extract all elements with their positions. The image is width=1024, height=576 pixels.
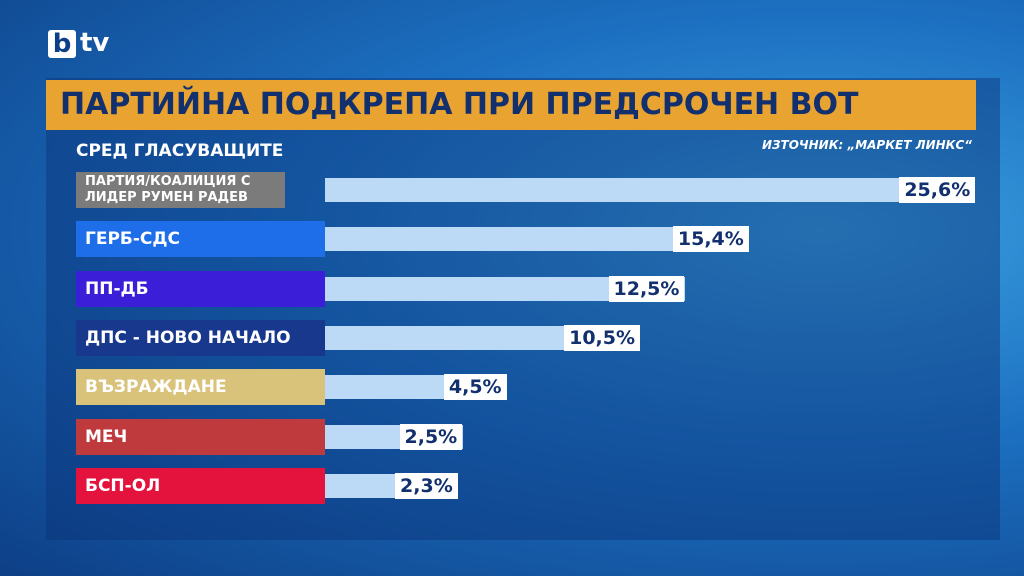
category-label: ПП-ДБ bbox=[76, 270, 325, 307]
category-label: ПАРТИЯ/КОАЛИЦИЯ С ЛИДЕР РУМЕН РАДЕВ bbox=[76, 172, 285, 208]
value-label: 12,5% bbox=[608, 275, 685, 302]
logo-text: tv bbox=[80, 28, 110, 58]
category-label: МЕЧ bbox=[76, 418, 325, 455]
bar bbox=[325, 178, 976, 202]
title-bar bbox=[46, 80, 976, 130]
logo-mark: b bbox=[48, 30, 76, 58]
chart-title: ПАРТИЙНА ПОДКРЕПА ПРИ ПРЕДСРОЧЕН ВОТ bbox=[60, 87, 859, 122]
chart-subtitle: СРЕД ГЛАСУВАЩИТЕ bbox=[76, 141, 284, 161]
value-label: 15,4% bbox=[672, 226, 749, 253]
source: ИЗТОЧНИК: „МАРКЕТ ЛИНКС“ bbox=[761, 138, 972, 152]
category-label: ВЪЗРАЖДАНЕ bbox=[76, 369, 325, 406]
value-label: 2,5% bbox=[399, 423, 463, 450]
category-label: ГЕРБ-СДС bbox=[76, 221, 325, 258]
value-label: 2,3% bbox=[395, 472, 458, 499]
category-label: БСП-ОЛ bbox=[76, 467, 325, 504]
category-label: ДПС - НОВО НАЧАЛО bbox=[76, 319, 325, 356]
panel bbox=[46, 78, 1000, 540]
value-label: 10,5% bbox=[564, 324, 641, 351]
value-label: 4,5% bbox=[443, 374, 507, 401]
value-label: 25,6% bbox=[899, 177, 976, 203]
